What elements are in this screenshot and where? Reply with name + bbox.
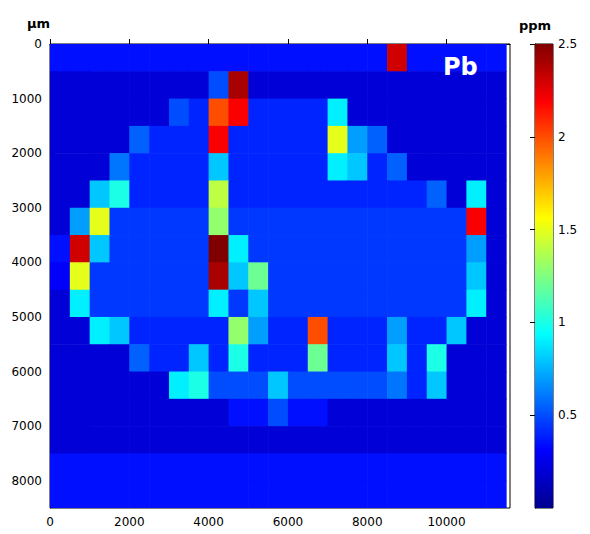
svg-text:1000: 1000 xyxy=(11,92,42,106)
svg-text:2: 2 xyxy=(558,130,566,144)
svg-text:4000: 4000 xyxy=(11,255,42,269)
svg-text:2.5: 2.5 xyxy=(558,37,577,51)
svg-text:Pb: Pb xyxy=(443,53,478,81)
svg-text:8000: 8000 xyxy=(11,474,42,488)
svg-text:ppm: ppm xyxy=(519,18,551,33)
svg-text:0: 0 xyxy=(46,515,54,529)
svg-text:8000: 8000 xyxy=(352,515,383,529)
svg-text:0.5: 0.5 xyxy=(558,408,577,422)
svg-text:7000: 7000 xyxy=(11,419,42,433)
svg-text:2000: 2000 xyxy=(11,146,42,160)
svg-text:µm: µm xyxy=(27,16,50,31)
svg-text:3000: 3000 xyxy=(11,201,42,215)
svg-text:5000: 5000 xyxy=(11,310,42,324)
svg-text:6000: 6000 xyxy=(11,365,42,379)
svg-text:4000: 4000 xyxy=(193,515,224,529)
svg-text:6000: 6000 xyxy=(273,515,304,529)
svg-text:10000: 10000 xyxy=(427,515,465,529)
svg-text:0: 0 xyxy=(34,37,42,51)
svg-text:1.5: 1.5 xyxy=(558,223,577,237)
svg-text:2000: 2000 xyxy=(114,515,145,529)
svg-text:1: 1 xyxy=(558,315,566,329)
